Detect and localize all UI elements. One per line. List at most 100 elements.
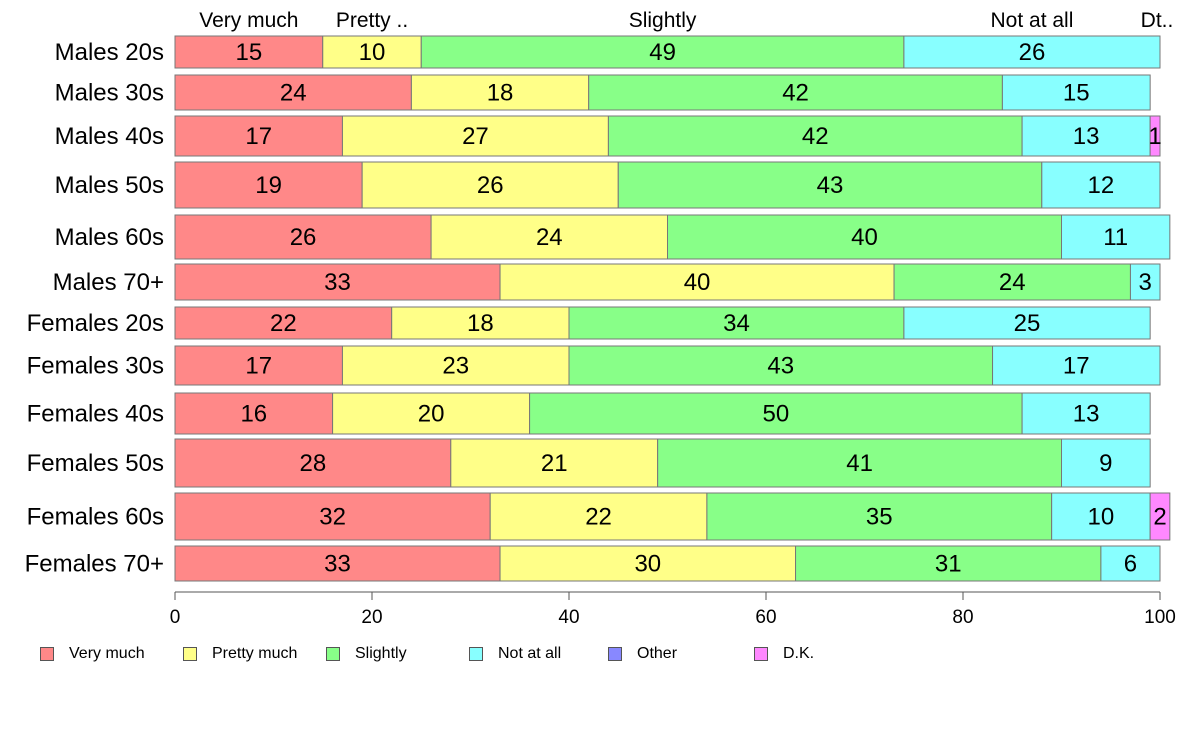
bar-segment xyxy=(1061,214,1171,260)
bar-segment xyxy=(174,35,324,69)
bar-segment xyxy=(174,161,363,209)
bar-segment xyxy=(992,345,1161,386)
top-category-label: Slightly xyxy=(629,9,697,32)
category-label: Females 20s xyxy=(27,310,164,337)
bar-segment xyxy=(1061,438,1151,488)
legend-label: D.K. xyxy=(783,645,815,662)
legend-swatch xyxy=(40,647,54,661)
data-label: 40 xyxy=(851,224,878,251)
data-label: 22 xyxy=(585,504,612,531)
data-label: 28 xyxy=(300,450,327,477)
data-label: 10 xyxy=(359,39,386,66)
category-label: Males 20s xyxy=(55,39,164,66)
bar-segment xyxy=(420,35,905,69)
category-label: Females 40s xyxy=(27,401,164,428)
data-label: 40 xyxy=(684,269,711,296)
data-label: 18 xyxy=(467,310,494,337)
data-label: 26 xyxy=(290,224,317,251)
data-label: 30 xyxy=(634,551,661,578)
legend-swatch xyxy=(608,647,622,661)
data-label: 1 xyxy=(1148,123,1161,150)
bar-segment xyxy=(657,438,1063,488)
legend-swatch xyxy=(754,647,768,661)
bar-segment xyxy=(1100,545,1161,582)
data-label: 24 xyxy=(280,80,307,107)
data-label: 26 xyxy=(477,172,504,199)
data-label: 12 xyxy=(1088,172,1115,199)
bar-segment xyxy=(617,161,1043,209)
top-category-label: Very much xyxy=(199,9,298,32)
data-label: 50 xyxy=(762,401,789,428)
category-label: Females 50s xyxy=(27,450,164,477)
data-label: 10 xyxy=(1088,504,1115,531)
data-label: 15 xyxy=(236,39,263,66)
category-label: Males 30s xyxy=(55,80,164,107)
data-label: 35 xyxy=(866,504,893,531)
category-label: Males 60s xyxy=(55,224,164,251)
bar-segment xyxy=(903,35,1161,69)
top-category-label: Not at all xyxy=(991,9,1074,32)
category-label: Females 30s xyxy=(27,353,164,380)
bar-segment xyxy=(1021,392,1151,435)
bar-segment xyxy=(450,438,659,488)
legend-item: Other xyxy=(608,645,677,663)
bar-segment xyxy=(332,392,531,435)
bar-segment xyxy=(174,492,491,541)
bar-segment xyxy=(174,306,393,340)
data-label: 32 xyxy=(319,504,346,531)
category-label: Males 40s xyxy=(55,123,164,150)
x-tick-label: 20 xyxy=(361,607,382,628)
legend-swatch xyxy=(326,647,340,661)
data-label: 43 xyxy=(817,172,844,199)
bar-segment xyxy=(322,35,422,69)
bar-segment xyxy=(341,345,570,386)
bar-segment xyxy=(568,306,905,340)
legend-swatch xyxy=(183,647,197,661)
bar-segment xyxy=(667,214,1062,260)
bar-segment xyxy=(1001,74,1151,111)
legend-item: Pretty much xyxy=(183,645,297,663)
bar-segment xyxy=(1129,263,1161,301)
category-label: Males 50s xyxy=(55,172,164,199)
x-tick-label: 100 xyxy=(1144,607,1176,628)
data-label: 31 xyxy=(935,551,962,578)
category-label: Females 70+ xyxy=(25,551,164,578)
data-label: 43 xyxy=(767,353,794,380)
bar-segment xyxy=(174,392,334,435)
legend-label: Not at all xyxy=(498,645,562,662)
bar-segment xyxy=(489,492,708,541)
data-label: 34 xyxy=(723,310,750,337)
bar-segment xyxy=(174,74,412,111)
data-label: 17 xyxy=(1063,353,1090,380)
bar-segment xyxy=(1051,492,1151,541)
data-label: 16 xyxy=(240,401,267,428)
bar-segment xyxy=(174,545,501,582)
legend-swatch xyxy=(469,647,483,661)
data-label: 22 xyxy=(270,310,297,337)
legend-item: Very much xyxy=(40,645,145,663)
legend-item: Not at all xyxy=(469,645,561,663)
bar-segment xyxy=(529,392,1023,435)
data-label: 13 xyxy=(1073,401,1100,428)
bar-segment xyxy=(568,345,994,386)
bar-segment xyxy=(1149,492,1171,541)
data-label: 24 xyxy=(536,224,563,251)
legend-label: Pretty much xyxy=(212,645,298,662)
data-label: 15 xyxy=(1063,80,1090,107)
category-label: Males 70+ xyxy=(53,269,164,296)
data-label: 41 xyxy=(846,450,873,477)
legend-label: Slightly xyxy=(355,645,407,662)
data-label: 24 xyxy=(999,269,1026,296)
legend-label: Other xyxy=(637,645,678,662)
bar-segment xyxy=(174,115,343,157)
legend-label: Very much xyxy=(69,645,145,662)
bar-segment xyxy=(1021,115,1151,157)
x-tick-label: 60 xyxy=(755,607,776,628)
data-label: 2 xyxy=(1153,504,1166,531)
data-label: 23 xyxy=(442,353,469,380)
bar-segment xyxy=(361,161,619,209)
bar-segment xyxy=(1149,115,1161,157)
x-tick-label: 0 xyxy=(170,607,181,628)
chart-legend: Very much Pretty much Slightly Not at all Ot… xyxy=(40,645,940,667)
